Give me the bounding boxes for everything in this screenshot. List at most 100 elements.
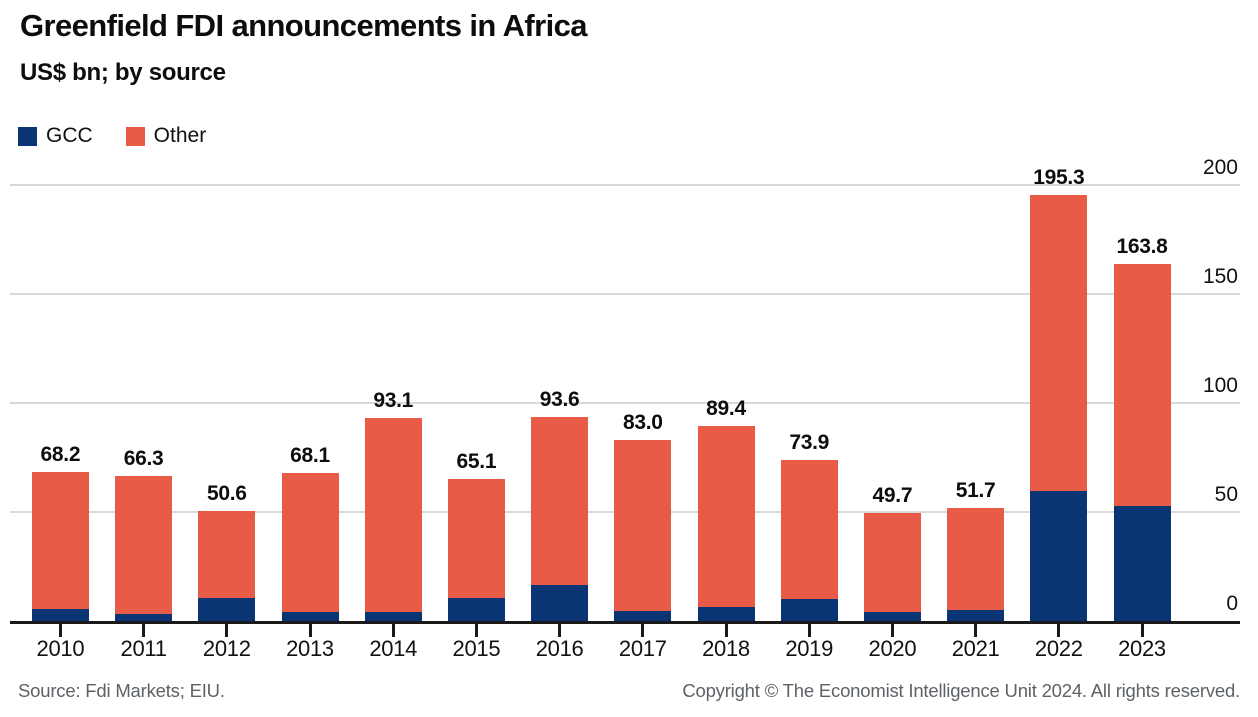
legend-item-gcc: GCC xyxy=(18,124,93,148)
xtick-2021 xyxy=(974,624,978,637)
bar-2013: 68.1 xyxy=(281,444,339,621)
bar-segment-other-2023 xyxy=(1113,264,1171,506)
bar-segment-other-2017 xyxy=(614,440,672,611)
copyright-note: Copyright © The Economist Intelligence U… xyxy=(682,680,1240,701)
bar-2017: 83.0 xyxy=(614,411,672,621)
legend-swatch-other xyxy=(125,126,145,146)
bar-2022: 195.3 xyxy=(1030,166,1088,621)
x-axis-line xyxy=(10,621,1240,624)
bar-value-label-2019: 73.9 xyxy=(789,431,830,454)
bar-segment-other-2022 xyxy=(1030,195,1088,491)
bar-value-label-2012: 50.6 xyxy=(206,482,247,505)
year-label-2023: 2023 xyxy=(1118,636,1166,661)
bar-segment-other-2010 xyxy=(31,472,89,609)
bar-2018: 89.4 xyxy=(697,397,755,621)
year-label-2015: 2015 xyxy=(452,636,501,661)
bar-2014: 93.1 xyxy=(364,389,422,621)
bar-segment-gcc-2017 xyxy=(614,611,672,621)
year-label-2018: 2018 xyxy=(702,636,750,661)
bar-segment-other-2020 xyxy=(863,513,921,612)
bar-value-label-2016: 93.6 xyxy=(539,388,580,411)
bar-segment-other-2015 xyxy=(447,479,505,598)
bar-segment-gcc-2015 xyxy=(447,598,505,621)
bar-value-label-2014: 93.1 xyxy=(373,389,414,412)
legend-label: Other xyxy=(153,124,207,147)
legend-label: GCC xyxy=(46,124,93,147)
chart-subtitle: US$ bn; by source xyxy=(20,59,226,86)
bar-2010: 68.2 xyxy=(31,443,89,621)
footer: Source: Fdi Markets; EIU. Copyright © Th… xyxy=(18,680,1240,702)
year-label-2017: 2017 xyxy=(618,636,667,661)
plot-area: 0 50 100 150 200 68.2 2010 66.3 2011 50.6 2012 68.1… xyxy=(10,156,1240,661)
bar-2012: 50.6 xyxy=(198,482,256,621)
bar-segment-gcc-2023 xyxy=(1113,506,1171,621)
bar-segment-other-2019 xyxy=(780,460,838,599)
bar-value-label-2021: 51.7 xyxy=(955,479,996,502)
bar-segment-gcc-2021 xyxy=(947,610,1005,621)
year-label-2016: 2016 xyxy=(535,636,584,661)
bar-2020: 49.7 xyxy=(863,484,921,621)
gridline-100 xyxy=(10,402,1240,404)
legend: GCC Other xyxy=(18,124,206,148)
bar-2011: 66.3 xyxy=(115,447,173,621)
bar-segment-other-2021 xyxy=(947,508,1005,610)
xtick-2018 xyxy=(724,624,728,637)
bar-segment-gcc-2020 xyxy=(863,612,921,621)
bar-value-label-2018: 89.4 xyxy=(706,397,746,420)
xtick-2015 xyxy=(474,624,478,637)
bar-segment-other-2016 xyxy=(531,417,589,585)
bar-segment-gcc-2022 xyxy=(1030,491,1088,621)
year-label-2012: 2012 xyxy=(202,636,251,661)
source-note: Source: Fdi Markets; EIU. xyxy=(18,680,225,701)
bar-segment-gcc-2014 xyxy=(364,612,422,621)
bar-2015: 65.1 xyxy=(447,450,505,621)
xtick-2011 xyxy=(142,624,146,637)
bar-segment-other-2018 xyxy=(697,426,755,607)
bar-2019: 73.9 xyxy=(780,431,838,621)
bar-segment-gcc-2012 xyxy=(198,598,256,621)
ytick-label-100: 100 xyxy=(1202,374,1238,397)
xtick-2010 xyxy=(58,624,62,637)
gridline-150 xyxy=(10,293,1240,295)
xtick-2020 xyxy=(890,624,894,637)
chart-title: Greenfield FDI announcements in Africa xyxy=(20,8,587,43)
gridline-200 xyxy=(10,184,1240,186)
xtick-2012 xyxy=(225,624,229,637)
bar-value-label-2017: 83.0 xyxy=(622,411,663,434)
bar-segment-other-2014 xyxy=(364,418,422,612)
xtick-2023 xyxy=(1140,624,1144,637)
bar-segment-gcc-2018 xyxy=(697,607,755,621)
bar-segment-gcc-2016 xyxy=(531,585,589,621)
bar-2023: 163.8 xyxy=(1113,235,1171,621)
bar-2016: 93.6 xyxy=(531,388,589,621)
year-label-2013: 2013 xyxy=(286,636,334,661)
bar-segment-other-2012 xyxy=(198,511,256,598)
bar-segment-other-2013 xyxy=(281,473,339,612)
legend-swatch-gcc xyxy=(18,126,37,146)
year-label-2020: 2020 xyxy=(868,636,917,661)
bar-value-label-2023: 163.8 xyxy=(1116,235,1168,258)
bar-value-label-2022: 195.3 xyxy=(1033,166,1085,189)
bar-value-label-2011: 66.3 xyxy=(123,447,164,470)
bar-value-label-2015: 65.1 xyxy=(456,450,497,473)
legend-item-other: Other xyxy=(125,124,207,148)
year-label-2021: 2021 xyxy=(951,636,1000,661)
ytick-label-150: 150 xyxy=(1202,265,1238,288)
bar-2021: 51.7 xyxy=(947,479,1005,621)
xtick-2016 xyxy=(558,624,562,637)
bar-segment-other-2011 xyxy=(115,476,173,614)
bar-segment-gcc-2011 xyxy=(115,614,173,621)
xtick-2017 xyxy=(641,624,645,637)
year-label-2022: 2022 xyxy=(1034,636,1083,661)
bar-value-label-2010: 68.2 xyxy=(40,443,81,466)
year-label-2010: 2010 xyxy=(36,636,85,661)
ytick-label-50: 50 xyxy=(1214,483,1238,506)
bar-value-label-2020: 49.7 xyxy=(872,484,913,507)
bar-segment-gcc-2019 xyxy=(780,599,838,621)
ytick-label-0: 0 xyxy=(1226,592,1238,615)
xtick-2022 xyxy=(1057,624,1061,637)
bar-value-label-2013: 68.1 xyxy=(290,444,330,467)
ytick-label-200: 200 xyxy=(1202,156,1238,179)
xtick-2013 xyxy=(308,624,312,637)
